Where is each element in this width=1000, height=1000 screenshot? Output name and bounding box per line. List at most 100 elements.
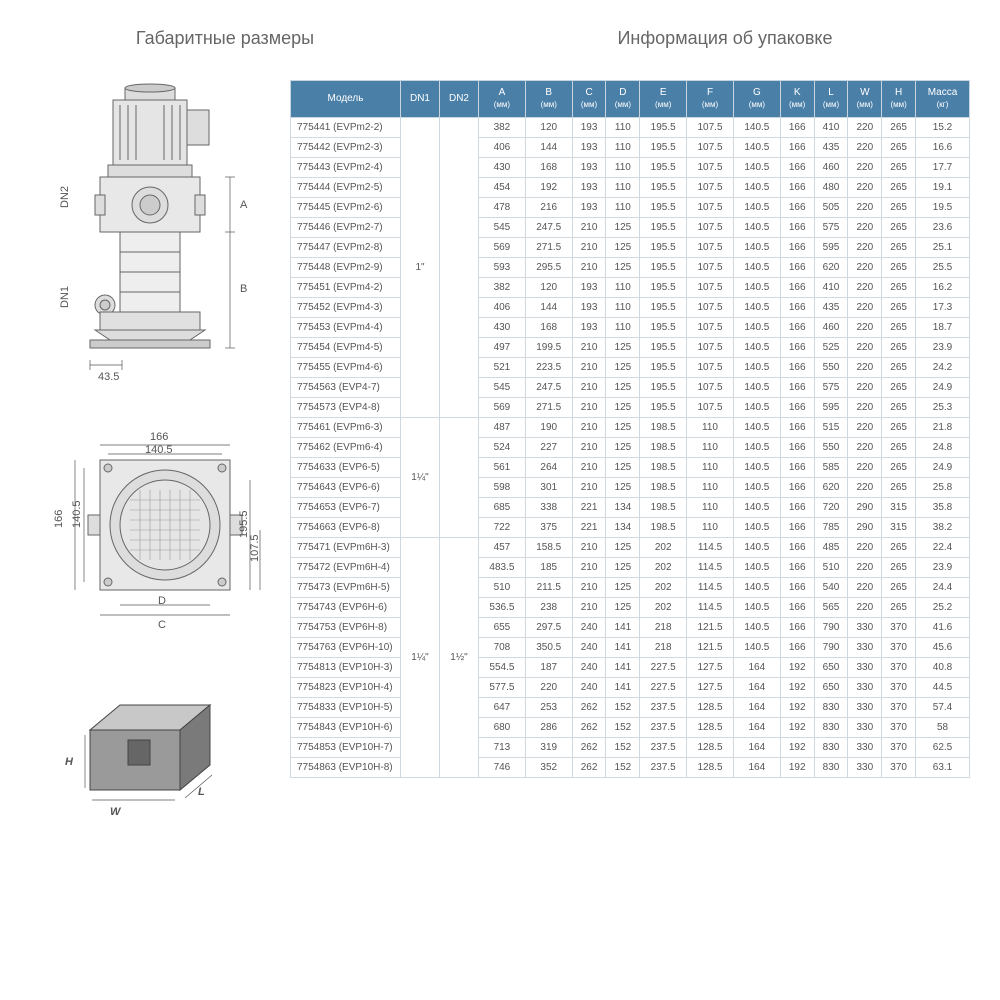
table-row: 7754643 (EVP6-6)598301210125198.5110140.… [291, 478, 970, 498]
cell-dn2 [440, 118, 479, 418]
cell-value: 265 [882, 458, 916, 478]
cell-value: 45.6 [916, 638, 970, 658]
cell-value: 210 [572, 558, 606, 578]
cell-value: 370 [882, 638, 916, 658]
cell-value: 410 [814, 278, 848, 298]
cell-value: 41.6 [916, 618, 970, 638]
cell-value: 301 [525, 478, 572, 498]
col-header: Модель [291, 81, 401, 118]
col-header: Масса(кг) [916, 81, 970, 118]
cell-value: 265 [882, 398, 916, 418]
title-dimensions: Габаритные размеры [25, 28, 425, 49]
cell-value: 195.5 [640, 158, 687, 178]
table-row: 775443 (EVPm2-4)430168193110195.5107.514… [291, 158, 970, 178]
cell-value: 193 [572, 138, 606, 158]
table-row: 775451 (EVPm4-2)382120193110195.5107.514… [291, 278, 970, 298]
cell-value: 128.5 [687, 738, 734, 758]
col-header: D(мм) [606, 81, 640, 118]
cell-value: 140.5 [733, 578, 780, 598]
cell-value: 454 [479, 178, 526, 198]
cell-value: 370 [882, 678, 916, 698]
cell-model: 7754813 (EVP10H-3) [291, 658, 401, 678]
cell-value: 545 [479, 218, 526, 238]
cell-value: 144 [525, 298, 572, 318]
cell-value: 192 [525, 178, 572, 198]
cell-value: 107.5 [687, 258, 734, 278]
cell-value: 140.5 [733, 418, 780, 438]
cell-model: 7754763 (EVP6H-10) [291, 638, 401, 658]
cell-value: 435 [814, 298, 848, 318]
cell-value: 216 [525, 198, 572, 218]
cell-value: 210 [572, 578, 606, 598]
cell-value: 330 [848, 718, 882, 738]
cell-value: 210 [572, 438, 606, 458]
dim-base: 43.5 [98, 371, 119, 383]
cell-model: 775447 (EVPm2-8) [291, 238, 401, 258]
cell-value: 338 [525, 498, 572, 518]
cell-dn2: 1½" [440, 538, 479, 778]
cell-value: 18.7 [916, 318, 970, 338]
table-row: 7754853 (EVP10H-7)713319262152237.5128.5… [291, 738, 970, 758]
cell-value: 237.5 [640, 698, 687, 718]
cell-value: 38.2 [916, 518, 970, 538]
cell-value: 140.5 [733, 238, 780, 258]
cell-value: 166 [780, 518, 814, 538]
cell-value: 211.5 [525, 578, 572, 598]
cell-value: 110 [606, 298, 640, 318]
cell-value: 370 [882, 658, 916, 678]
cell-value: 830 [814, 698, 848, 718]
cell-value: 166 [780, 158, 814, 178]
cell-value: 140.5 [733, 358, 780, 378]
cell-value: 166 [780, 638, 814, 658]
cell-value: 595 [814, 238, 848, 258]
dim-f: 107.5 [249, 534, 261, 562]
cell-value: 237.5 [640, 718, 687, 738]
cell-model: 775446 (EVPm2-7) [291, 218, 401, 238]
cell-value: 265 [882, 478, 916, 498]
cell-value: 220 [848, 238, 882, 258]
cell-model: 775473 (EVPm6H-5) [291, 578, 401, 598]
cell-value: 192 [780, 698, 814, 718]
cell-value: 593 [479, 258, 526, 278]
cell-value: 220 [848, 318, 882, 338]
cell-value: 295.5 [525, 258, 572, 278]
diagram-top-view: 166 140.5 166 140.5 195.5 107.5 D C [50, 420, 280, 640]
cell-value: 187 [525, 658, 572, 678]
cell-value: 166 [780, 178, 814, 198]
cell-value: 140.5 [733, 258, 780, 278]
dim-c: C [158, 619, 166, 631]
cell-value: 166 [780, 578, 814, 598]
cell-value: 140.5 [733, 318, 780, 338]
cell-value: 121.5 [687, 638, 734, 658]
cell-value: 319 [525, 738, 572, 758]
cell-value: 265 [882, 578, 916, 598]
cell-value: 790 [814, 618, 848, 638]
cell-value: 382 [479, 278, 526, 298]
cell-value: 144 [525, 138, 572, 158]
cell-value: 140.5 [733, 398, 780, 418]
cell-value: 24.9 [916, 378, 970, 398]
cell-value: 166 [780, 218, 814, 238]
cell-value: 128.5 [687, 758, 734, 778]
cell-value: 595 [814, 398, 848, 418]
cell-value: 164 [733, 738, 780, 758]
cell-value: 192 [780, 658, 814, 678]
cell-value: 220 [525, 678, 572, 698]
cell-value: 110 [687, 478, 734, 498]
cell-value: 220 [848, 378, 882, 398]
cell-value: 480 [814, 178, 848, 198]
cell-value: 35.8 [916, 498, 970, 518]
cell-value: 297.5 [525, 618, 572, 638]
cell-value: 195.5 [640, 258, 687, 278]
cell-value: 164 [733, 658, 780, 678]
table-row: 775452 (EVPm4-3)406144193110195.5107.514… [291, 298, 970, 318]
cell-value: 192 [780, 738, 814, 758]
col-header: G(мм) [733, 81, 780, 118]
cell-model: 775461 (EVPm6-3) [291, 418, 401, 438]
cell-value: 140.5 [733, 378, 780, 398]
spec-sheet-page: Габаритные размеры Информация об упаковк… [0, 0, 1000, 1000]
cell-value: 330 [848, 658, 882, 678]
cell-value: 140.5 [733, 598, 780, 618]
cell-value: 166 [780, 338, 814, 358]
cell-value: 195.5 [640, 278, 687, 298]
